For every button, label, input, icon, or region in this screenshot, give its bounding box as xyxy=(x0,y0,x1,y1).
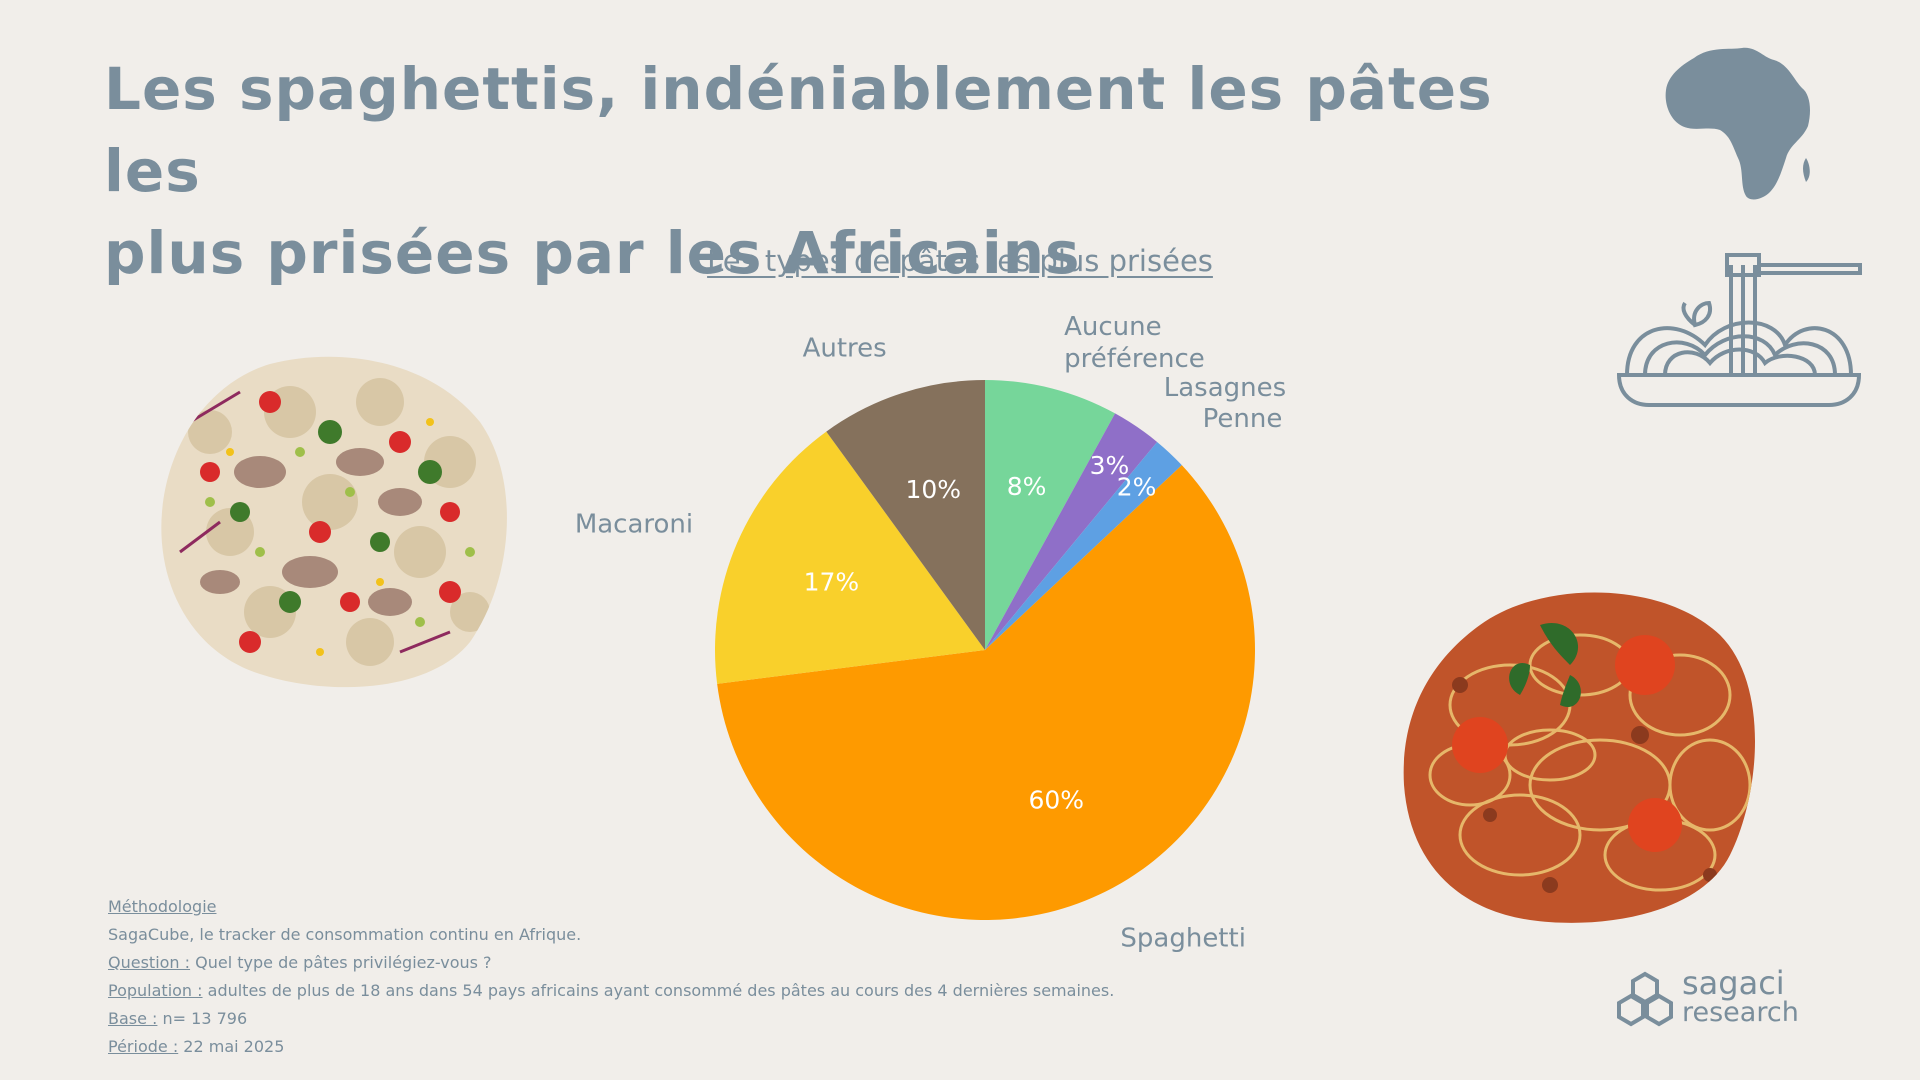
pie-slice-spaghetti xyxy=(717,465,1255,920)
methodology-base: Base : n= 13 796 xyxy=(108,1005,1114,1033)
sagaci-hexagon-logo xyxy=(1617,971,1673,1027)
value-label-5: 10% xyxy=(905,475,961,504)
africa-map-icon xyxy=(1665,47,1810,200)
population-key: Population : xyxy=(108,981,203,1000)
methodology-question: Question : Quel type de pâtes privilégie… xyxy=(108,949,1114,977)
logo-line2: research xyxy=(1682,997,1799,1028)
category-label-4: Macaroni xyxy=(575,510,693,540)
logo-line1: sagaci xyxy=(1682,964,1785,1002)
pie-slice-aucune-préférence xyxy=(985,380,1116,650)
category-label-3: Spaghetti xyxy=(1120,924,1246,954)
page-title: Les spaghettis, indéniablement les pâtes… xyxy=(104,48,1554,294)
category-label-2: Penne xyxy=(1203,404,1283,434)
spaghetti-bolognese-photo xyxy=(1403,592,1755,923)
pie-slices xyxy=(715,380,1255,920)
period-value: 22 mai 2025 xyxy=(178,1037,285,1056)
period-key: Période : xyxy=(108,1037,179,1056)
pie-slice-penne xyxy=(985,441,1182,650)
pasta-bowl-icon xyxy=(1616,253,1862,407)
sagaci-logo-text: sagaci research xyxy=(1682,964,1799,1028)
title-line-2: plus prisées par les Africains xyxy=(104,219,1081,287)
methodology-line1: SagaCube, le tracker de consommation con… xyxy=(108,925,582,944)
pie-value-labels: 8% 3%2% 60% 17% 10% xyxy=(804,451,1157,815)
population-value: adultes de plus de 18 ans dans 54 pays a… xyxy=(202,981,1115,1000)
methodology-population: Population : adultes de plus de 18 ans d… xyxy=(108,977,1114,1005)
pie-slice-lasagnes xyxy=(985,413,1158,650)
value-label-1: 3% xyxy=(1090,451,1130,480)
methodology-period: Période : 22 mai 2025 xyxy=(108,1033,1114,1061)
methodology-heading: Méthodologie xyxy=(108,897,217,916)
pie-slice-autres xyxy=(826,380,985,650)
base-value: n= 13 796 xyxy=(157,1009,248,1028)
question-key: Question : xyxy=(108,953,191,972)
category-label-1: Lasagnes xyxy=(1164,373,1286,403)
category-label-0: Aucune préférence xyxy=(1064,312,1205,374)
value-label-0: 8% xyxy=(1007,472,1047,501)
value-label-4: 17% xyxy=(804,568,860,597)
base-key: Base : xyxy=(108,1009,158,1028)
value-label-2: 2% xyxy=(1117,473,1157,502)
methodology-block: Méthodologie SagaCube, le tracker de con… xyxy=(108,893,1114,1061)
title-line-1: Les spaghettis, indéniablement les pâtes… xyxy=(104,55,1493,205)
category-label-5: Autres xyxy=(803,334,887,364)
value-label-3: 60% xyxy=(1028,785,1084,814)
pie-slice-macaroni xyxy=(715,431,985,684)
chart-title: Les types de pâtes les plus prisées xyxy=(707,244,1213,278)
question-value: Quel type de pâtes privilégiez-vous ? xyxy=(190,953,492,972)
macaroni-salad-photo xyxy=(161,356,507,688)
